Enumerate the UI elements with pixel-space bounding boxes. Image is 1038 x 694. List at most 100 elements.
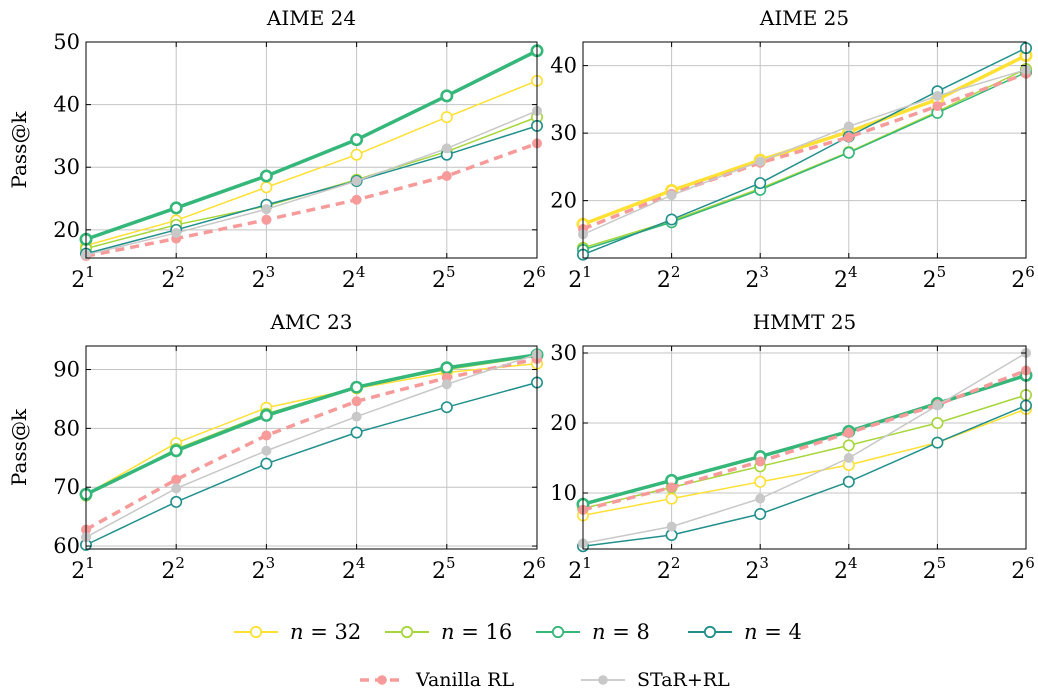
data-point [931, 416, 944, 429]
series-line [582, 68, 1027, 249]
series-line [85, 381, 538, 546]
x-tick-label: 25 [923, 263, 947, 293]
y-tick-label: 40 [550, 54, 577, 78]
y-tick-label: 70 [53, 475, 80, 499]
data-point [665, 492, 678, 505]
y-tick-label: 10 [550, 481, 577, 505]
data-point [754, 507, 767, 520]
x-tick-label: 23 [252, 554, 276, 584]
y-tick-label: 40 [53, 93, 80, 117]
data-point [932, 400, 943, 411]
legend-label: STaR+RL [637, 669, 730, 691]
data-point [754, 475, 767, 488]
series-line [582, 373, 1027, 506]
x-tick-label: 24 [342, 263, 366, 293]
data-point [169, 201, 183, 215]
series-line [85, 116, 538, 250]
series-star-rl [578, 348, 1031, 549]
data-point [843, 132, 854, 143]
data-point [842, 146, 855, 159]
plot-frame [582, 345, 1027, 550]
data-point [666, 482, 677, 493]
chart-title: AIME 24 [266, 6, 356, 30]
legend-item-n-32: n = 32 [234, 620, 361, 644]
legend-label: n = 32 [290, 620, 361, 644]
data-point [351, 194, 362, 205]
x-tick-label: 21 [568, 554, 592, 584]
series-n-16 [576, 62, 1032, 254]
legend-swatch-marker [598, 675, 608, 685]
series-line [582, 47, 1027, 256]
data-point [932, 91, 943, 101]
chart-aime-24: 20 30 40 50 21 22 23 24 25 26 AIME 24 Pass@k [7, 6, 546, 293]
x-tick-label: 25 [432, 554, 456, 584]
data-point [170, 495, 183, 508]
data-point [171, 227, 182, 238]
data-point [842, 439, 855, 452]
x-tick-label: 22 [657, 263, 681, 293]
data-point [440, 401, 453, 414]
x-tick-label: 25 [432, 263, 456, 293]
legend-swatch-marker [377, 675, 387, 685]
data-point [441, 170, 452, 181]
data-point [931, 436, 944, 449]
data-point [260, 457, 273, 470]
series-star-rl [81, 349, 542, 543]
data-point [351, 175, 362, 186]
series-line [85, 80, 538, 247]
legend-item-n-16: n = 16 [385, 620, 512, 644]
series-line [85, 49, 538, 241]
series-n-8 [576, 66, 1032, 256]
x-tick-label: 21 [71, 554, 95, 584]
data-point [351, 411, 362, 422]
series-vanilla-rl [81, 353, 542, 535]
series-line [582, 368, 1027, 512]
series-n-32 [576, 402, 1032, 522]
legend-label: n = 8 [592, 620, 650, 644]
series-line [582, 352, 1027, 545]
legend-label: n = 16 [441, 620, 512, 644]
series-line [582, 72, 1027, 231]
series-line [582, 408, 1027, 517]
x-tick-label: 23 [745, 554, 769, 584]
x-tick-label: 22 [161, 554, 185, 584]
y-tick-label: 80 [53, 416, 80, 440]
x-tick-label: 21 [568, 263, 592, 293]
y-axis-label: Pass@k [7, 408, 31, 486]
series-line [85, 353, 538, 538]
data-point [260, 181, 273, 194]
data-point [261, 430, 272, 441]
x-tick-label: 26 [1011, 263, 1035, 293]
data-point [351, 396, 362, 407]
x-tick-label: 23 [745, 263, 769, 293]
series-vanilla-rl [578, 365, 1031, 515]
data-point [169, 444, 183, 458]
series-line [85, 357, 538, 532]
x-tick-label: 22 [161, 263, 185, 293]
data-point [666, 190, 677, 201]
data-point [666, 521, 677, 532]
plot-frame [582, 41, 1027, 259]
legend-item-n-4: n = 4 [688, 620, 802, 644]
data-point [440, 89, 454, 103]
data-point [755, 493, 766, 504]
series-star-rl [578, 64, 1031, 240]
data-point [440, 361, 454, 375]
series-line [582, 68, 1027, 236]
series-line [85, 110, 538, 256]
data-point [440, 111, 453, 124]
data-point [665, 213, 678, 226]
data-point [441, 379, 452, 390]
data-point [755, 156, 766, 167]
legend-item-vanilla-rl: Vanilla RL [360, 669, 514, 691]
chart-title: HMMT 25 [753, 310, 857, 334]
data-point [350, 148, 363, 161]
y-tick-label: 20 [550, 411, 577, 435]
x-tick-label: 24 [834, 263, 858, 293]
legend-item-n-8: n = 8 [536, 620, 650, 644]
x-tick-label: 24 [834, 554, 858, 584]
data-point [932, 101, 943, 112]
x-tick-label: 26 [522, 263, 546, 293]
series-n-16 [80, 111, 543, 255]
